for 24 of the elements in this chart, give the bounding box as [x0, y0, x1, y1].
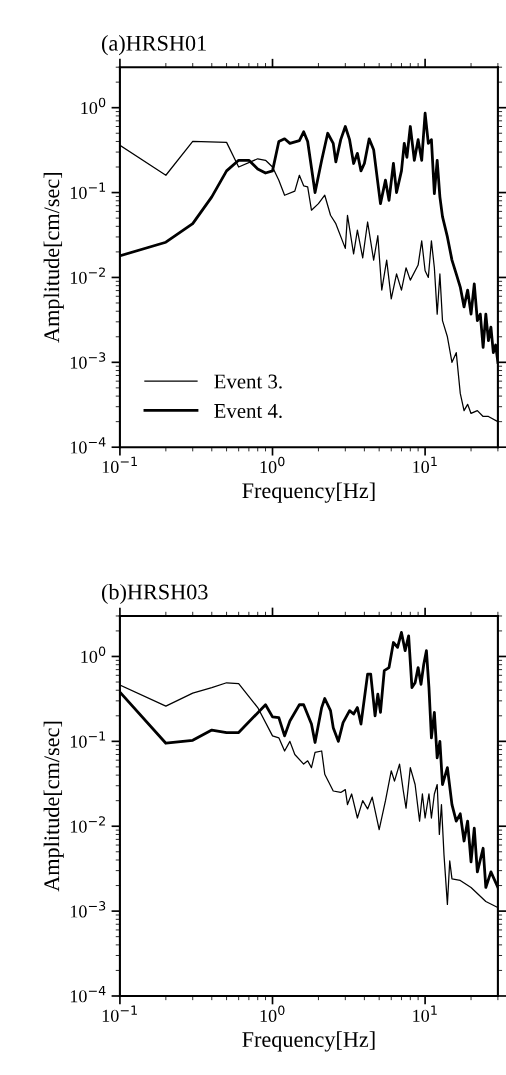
- y-tick-label: 10$^{0}$: [81, 97, 106, 115]
- y-tick-label: 10$^{−2}$: [70, 816, 105, 833]
- legend-label: Event 4.: [214, 404, 282, 419]
- x-tick-label: 10$^{−1}$: [102, 456, 137, 474]
- y-tick-label: 10$^{−3}$: [70, 901, 106, 918]
- y-tick-label: 10$^{−4}$: [70, 986, 106, 1003]
- y-tick-label: 10$^{0}$: [81, 646, 106, 663]
- x-tick-label: 10$^{−1}$: [102, 1005, 137, 1022]
- legend-label: Event 3.: [214, 374, 282, 389]
- y-axis-title: Amplitude[cm/sec]: [43, 173, 64, 343]
- y-tick-label: 10$^{−4}$: [70, 437, 106, 454]
- x-tick-label: 10$^{0}$: [260, 456, 285, 474]
- x-axis-title: Frequency[Hz]: [242, 482, 375, 503]
- x-tick-label: 10$^{1}$: [413, 1005, 437, 1022]
- y-axis-title: Amplitude[cm/sec]: [43, 721, 64, 892]
- x-tick-label: 10$^{0}$: [260, 1005, 285, 1022]
- chart-title: (b)HRSH03: [102, 583, 208, 605]
- y-tick-label: 10$^{−1}$: [70, 182, 106, 199]
- y-tick-label: 10$^{−1}$: [70, 731, 106, 748]
- x-tick-label: 10$^{1}$: [413, 456, 437, 474]
- y-tick-label: 10$^{−3}$: [70, 352, 106, 369]
- x-axis-title: Frequency[Hz]: [242, 1031, 375, 1052]
- y-tick-label: 10$^{−2}$: [70, 267, 105, 284]
- chart-title: (a)HRSH01: [102, 35, 206, 56]
